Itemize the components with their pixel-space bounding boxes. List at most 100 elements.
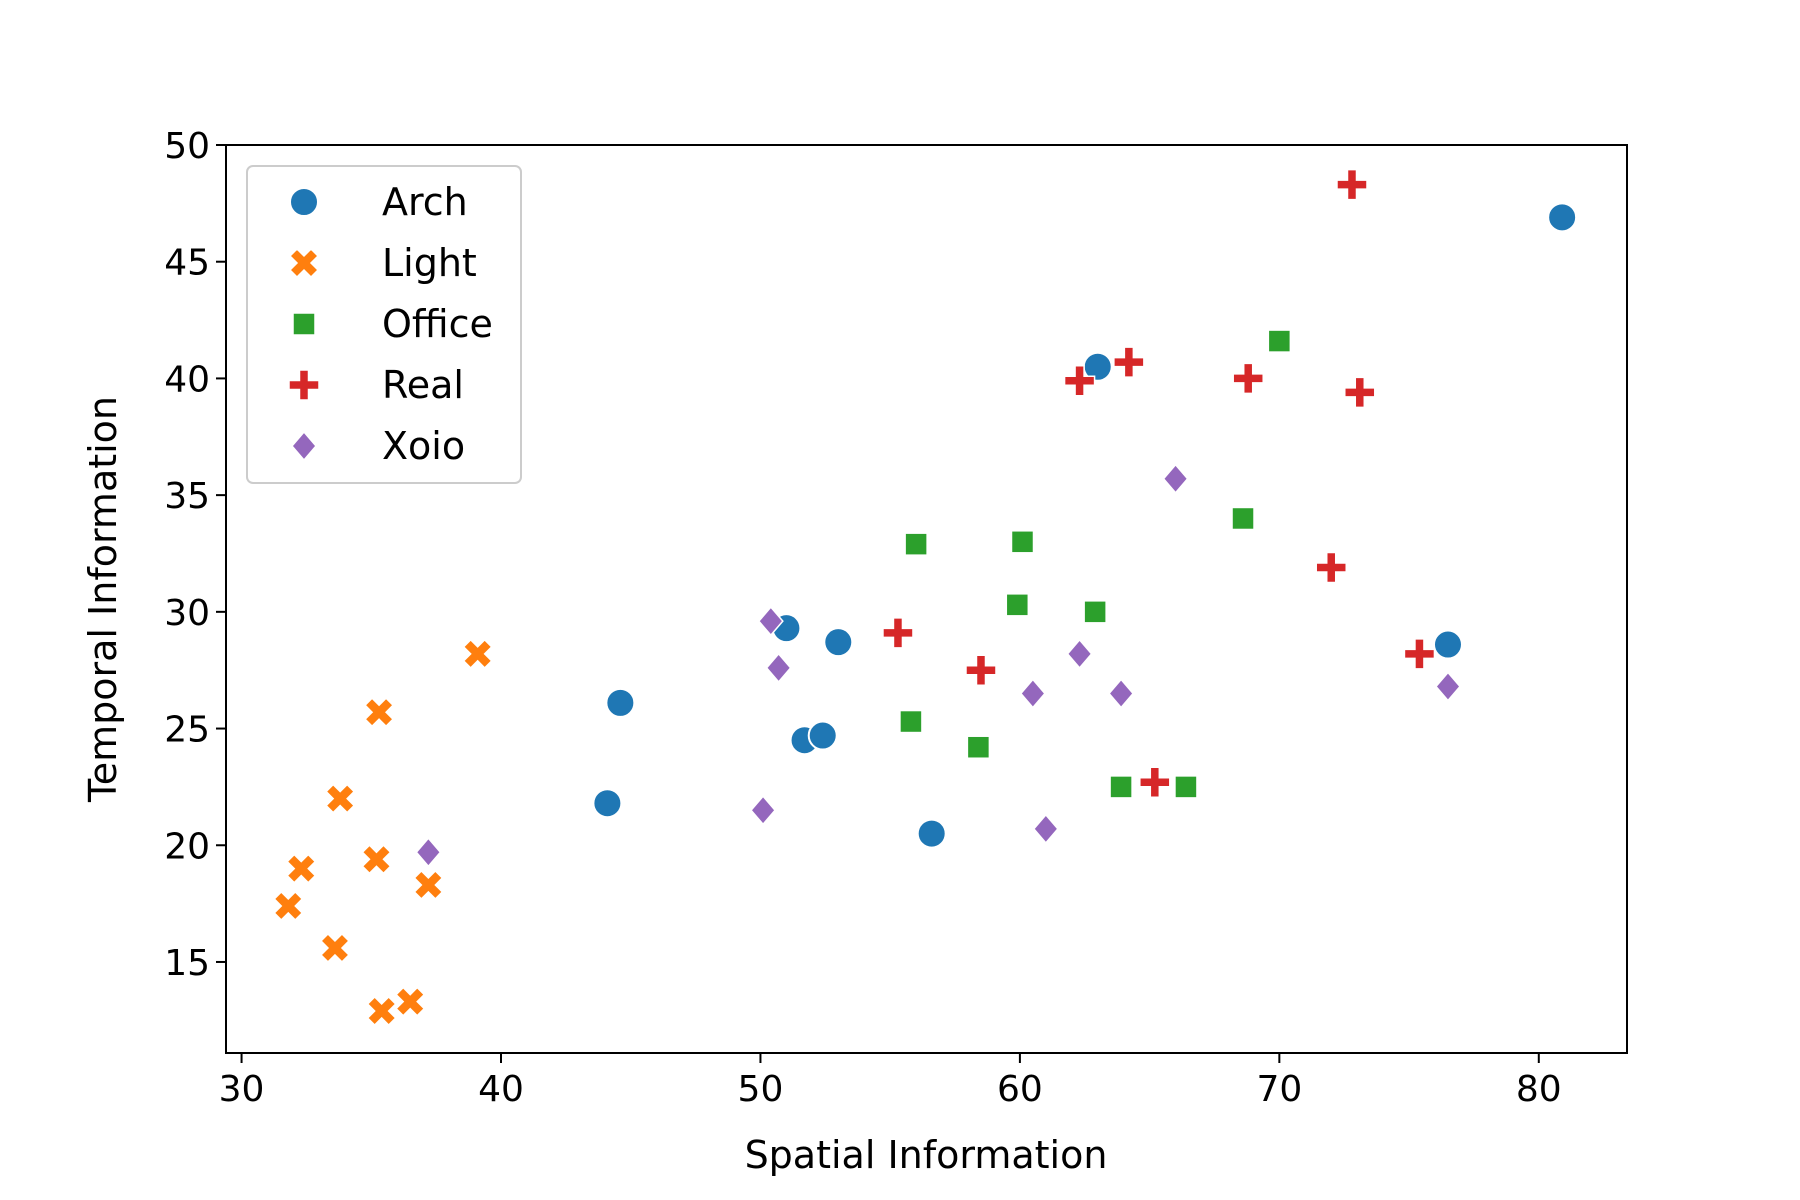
diamond-marker — [1162, 463, 1189, 494]
data-point — [1231, 506, 1255, 531]
data-point — [1336, 168, 1368, 201]
y-tick-label: 50 — [164, 126, 210, 167]
diamond-marker — [1032, 813, 1059, 845]
plus-marker — [1113, 346, 1145, 378]
data-point — [823, 627, 854, 658]
square-marker — [1010, 530, 1035, 554]
x-tick-label: 30 — [219, 1069, 265, 1110]
data-point — [366, 995, 397, 1027]
plus-marker — [1336, 168, 1368, 201]
x-marker — [325, 783, 356, 814]
legend-label-arch: Arch — [382, 180, 468, 224]
axes: 30 40 50 60 70 80 15 20 25 30 35 40 45 50 — [164, 126, 1562, 1110]
circle-marker — [916, 818, 947, 849]
data-point — [364, 697, 395, 728]
x-axis-label: Spatial Information — [745, 1133, 1108, 1177]
circle-marker — [605, 687, 636, 718]
square-marker — [1174, 775, 1198, 799]
data-point — [592, 788, 623, 819]
data-point — [966, 735, 991, 759]
legend-marker-light — [288, 247, 320, 279]
y-tick-label: 15 — [164, 943, 210, 984]
data-point — [413, 869, 444, 900]
data-point — [904, 532, 928, 556]
diamond-marker — [750, 795, 777, 826]
legend-marker-real — [288, 369, 320, 401]
x-marker — [361, 844, 392, 875]
data-point — [1315, 551, 1347, 584]
circle-marker — [289, 187, 319, 217]
x-tick-label: 70 — [1256, 1069, 1302, 1110]
circle-marker — [1547, 202, 1578, 233]
diamond-marker — [291, 430, 317, 462]
plus-marker — [965, 654, 997, 686]
series-arch — [592, 202, 1578, 849]
series-office — [899, 329, 1292, 799]
diamond-marker — [757, 606, 784, 637]
data-point — [1267, 329, 1292, 353]
data-point — [319, 932, 351, 964]
legend-marker-xoio — [291, 430, 317, 462]
data-point — [1232, 362, 1264, 395]
data-point — [807, 720, 838, 751]
legend-label-xoio: Xoio — [382, 424, 465, 468]
y-tick-label: 35 — [164, 476, 210, 517]
x-marker — [364, 697, 395, 728]
legend-label-light: Light — [382, 241, 477, 285]
data-point — [1403, 638, 1436, 670]
data-point — [1005, 593, 1030, 617]
data-point — [462, 638, 493, 669]
x-marker — [395, 986, 426, 1017]
data-point — [899, 709, 923, 734]
data-point — [1547, 202, 1578, 233]
data-point — [1113, 346, 1145, 378]
data-point — [395, 986, 426, 1017]
data-point — [965, 654, 997, 686]
square-marker — [1267, 329, 1292, 353]
data-point — [1108, 678, 1135, 709]
series-xoio — [415, 463, 1461, 868]
square-marker — [899, 709, 923, 734]
data-point — [1083, 600, 1107, 624]
y-tick-label: 40 — [164, 359, 210, 400]
data-point — [916, 818, 947, 849]
plus-marker — [1232, 362, 1264, 395]
x-marker — [273, 890, 304, 922]
data-point — [1032, 813, 1059, 845]
plus-marker — [288, 369, 320, 401]
plus-marker — [1063, 365, 1096, 397]
data-point — [1139, 766, 1171, 798]
data-point — [1344, 376, 1376, 409]
square-marker — [1231, 506, 1255, 531]
x-marker — [462, 638, 493, 669]
square-marker — [1005, 593, 1030, 617]
data-point — [325, 783, 356, 814]
data-marks — [273, 168, 1578, 1027]
data-point — [1162, 463, 1189, 494]
square-marker — [1083, 600, 1107, 624]
data-point — [1063, 365, 1096, 397]
x-marker — [288, 247, 320, 279]
series-real — [882, 168, 1436, 798]
square-marker — [904, 532, 928, 556]
y-tick-label: 25 — [164, 710, 210, 751]
plus-marker — [1139, 766, 1171, 798]
plus-marker — [882, 617, 914, 649]
data-point — [882, 617, 914, 649]
data-point — [757, 606, 784, 637]
plot-area-frame — [225, 144, 1628, 1054]
data-point — [286, 853, 317, 884]
x-tick-label: 80 — [1516, 1069, 1562, 1110]
diamond-marker — [1434, 671, 1461, 702]
legend-marker-office — [292, 312, 316, 336]
plus-marker — [1315, 551, 1347, 584]
data-point — [605, 687, 636, 718]
diamond-marker — [1108, 678, 1135, 709]
data-point — [415, 837, 442, 868]
legend-marker-arch — [289, 187, 319, 217]
x-tick-label: 40 — [478, 1069, 524, 1110]
x-marker — [413, 869, 444, 900]
legend-label-office: Office — [382, 302, 493, 346]
